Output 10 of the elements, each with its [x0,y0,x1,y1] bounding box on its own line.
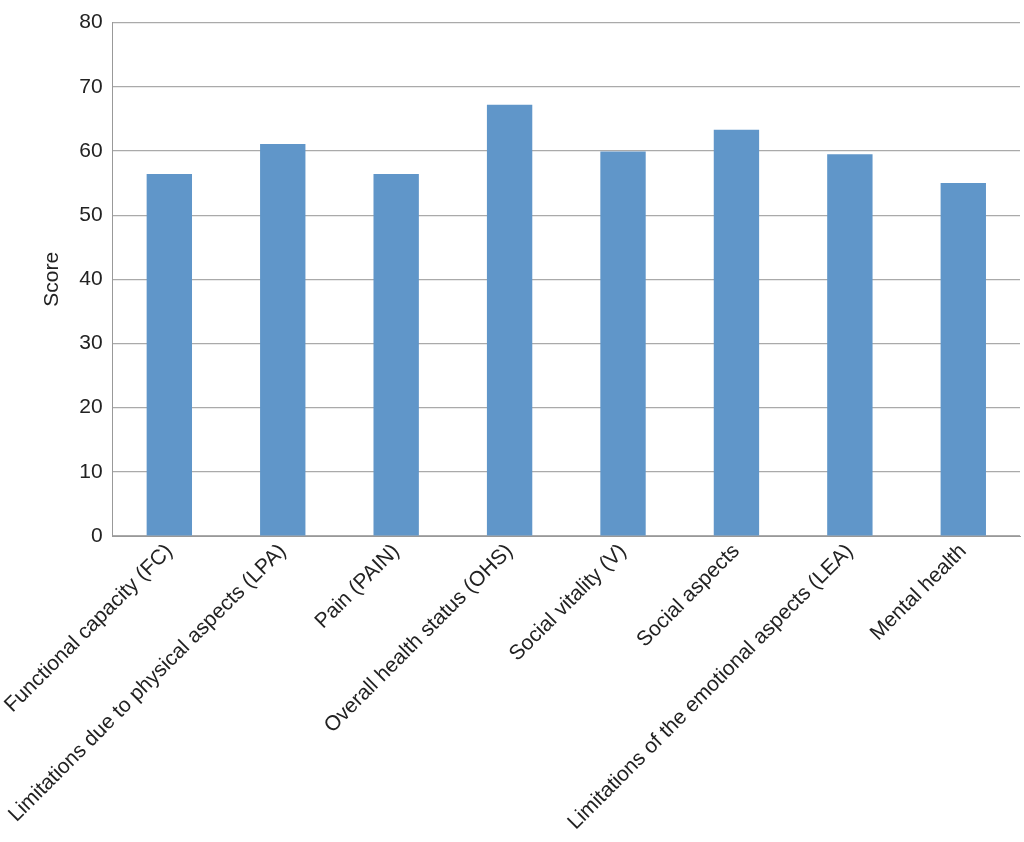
y-tick-label: 0 [90,522,103,546]
y-tick-label: 80 [79,9,103,33]
y-tick-label: 60 [79,137,103,161]
y-tick-label: 20 [79,394,103,418]
y-axis-title: Score [39,251,63,307]
y-tick-label: 50 [79,201,103,225]
y-tick-label: 30 [79,330,103,354]
y-tick-label: 70 [79,73,103,97]
y-tick-label: 10 [79,458,103,482]
y-tick-label: 40 [79,266,103,290]
